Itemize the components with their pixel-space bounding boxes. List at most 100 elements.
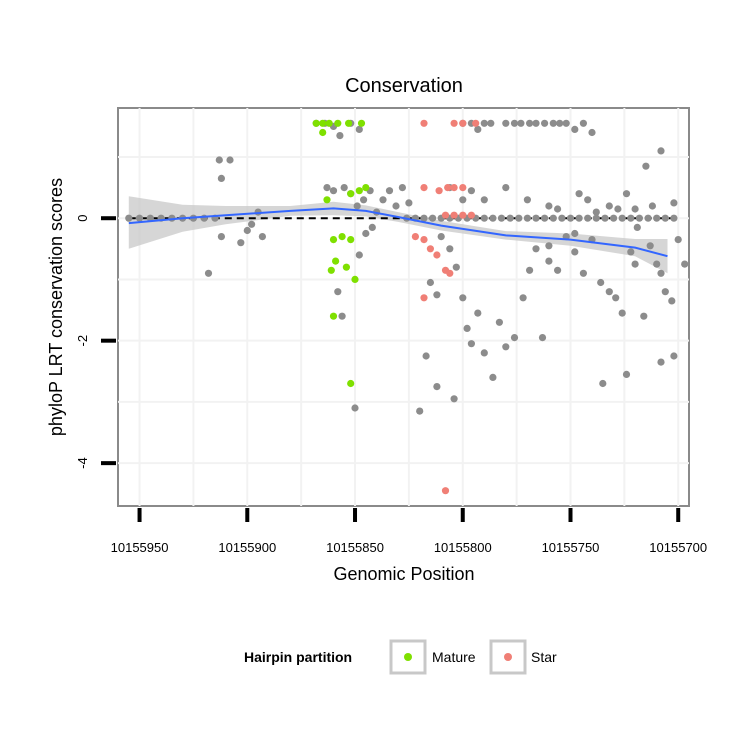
x-axis: 10155950 10155900 10155850 10155800 10155750… — [111, 508, 707, 555]
data-point-other — [541, 119, 549, 127]
data-point-other — [437, 233, 445, 241]
data-point-other — [558, 214, 566, 222]
data-point-star — [467, 211, 475, 219]
data-point-other — [571, 248, 579, 256]
data-point-star — [420, 184, 428, 192]
data-point-other — [398, 184, 406, 192]
data-point-other — [526, 119, 534, 127]
data-point-other — [640, 312, 648, 320]
data-point-mature — [342, 263, 350, 271]
legend-label-star: Star — [531, 649, 557, 665]
ribbon-area — [128, 196, 668, 274]
data-point-other — [597, 278, 605, 287]
data-point-star — [444, 184, 452, 192]
data-point-other — [545, 257, 553, 265]
data-point-other — [635, 214, 644, 222]
data-point-other — [571, 125, 579, 133]
data-point-other — [644, 214, 652, 222]
legend-title: Hairpin partition — [244, 649, 352, 665]
data-point-other — [612, 294, 620, 302]
data-point-mature — [329, 236, 338, 244]
data-point-other — [459, 294, 467, 302]
data-point-other — [592, 208, 600, 216]
data-point-other — [610, 214, 618, 222]
data-point-mature — [312, 119, 320, 127]
data-point-other — [360, 196, 368, 204]
data-point-other — [135, 214, 144, 222]
data-point-other — [502, 184, 510, 192]
data-point-star — [459, 184, 467, 192]
data-point-mature — [319, 128, 327, 137]
data-point-other — [657, 269, 665, 277]
data-point-other — [599, 379, 607, 388]
data-point-other — [433, 291, 441, 299]
data-point-star — [450, 211, 458, 219]
data-point-star — [420, 294, 428, 302]
data-point-other — [588, 128, 596, 137]
data-point-other — [495, 318, 503, 326]
data-point-mature — [334, 119, 342, 127]
data-point-other — [502, 343, 510, 351]
data-point-other — [452, 263, 460, 271]
data-point-other — [566, 214, 575, 222]
data-point-mature — [338, 233, 346, 241]
data-point-other — [362, 229, 370, 238]
data-point-other — [627, 214, 635, 222]
data-point-other — [506, 214, 514, 222]
data-point-other — [355, 125, 363, 133]
data-point-mature — [332, 257, 340, 265]
data-point-other — [670, 352, 678, 360]
data-point-other — [474, 309, 482, 317]
data-point-mature — [357, 119, 366, 127]
data-point-mature — [325, 119, 333, 127]
data-point-other — [459, 196, 467, 204]
data-point-mature — [351, 275, 359, 283]
data-point-other — [429, 214, 437, 222]
data-point-mature — [347, 236, 355, 244]
data-point-other — [653, 214, 661, 222]
data-point-star — [459, 211, 467, 219]
data-point-other — [243, 226, 251, 235]
data-point-star — [441, 487, 450, 495]
data-point-other — [661, 288, 669, 296]
data-point-mature — [319, 119, 327, 127]
data-point-star — [426, 245, 434, 253]
data-point-other — [463, 324, 471, 332]
x-tick-label: 10155800 — [434, 540, 492, 555]
data-point-other — [622, 370, 631, 378]
data-point-other — [519, 294, 527, 302]
data-point-other — [517, 119, 525, 127]
data-point-other — [336, 132, 344, 140]
data-point-other — [502, 119, 510, 127]
data-point-other — [487, 119, 495, 127]
data-point-star — [441, 211, 450, 219]
data-point-other — [355, 251, 363, 259]
x-axis-title: Genomic Position — [333, 564, 474, 584]
y-tick-label: -4 — [75, 457, 90, 469]
y-tick-label: -2 — [75, 335, 90, 347]
data-point-other — [601, 214, 609, 222]
data-point-other — [510, 334, 519, 342]
data-point-mature — [347, 379, 355, 388]
data-point-other — [523, 214, 532, 222]
data-point-other — [480, 196, 488, 204]
data-point-other — [579, 119, 588, 127]
data-point-other — [416, 407, 424, 415]
data-point-star — [450, 119, 458, 127]
data-point-other — [614, 205, 622, 213]
confidence-ribbon — [128, 196, 668, 274]
data-point-other — [489, 214, 497, 222]
legend: Hairpin partition Mature Star — [244, 639, 557, 675]
data-point-other — [575, 214, 583, 222]
data-point-other — [670, 199, 678, 207]
data-point-star — [433, 251, 441, 259]
data-point-other — [541, 214, 549, 222]
x-tick-label: 10155850 — [326, 540, 384, 555]
data-point-other — [681, 260, 689, 268]
data-point-other — [340, 184, 348, 192]
data-point-other — [674, 236, 682, 244]
data-point-other — [217, 174, 225, 182]
data-point-other — [538, 334, 547, 342]
data-point-other — [575, 190, 583, 198]
data-point-other — [510, 119, 519, 127]
